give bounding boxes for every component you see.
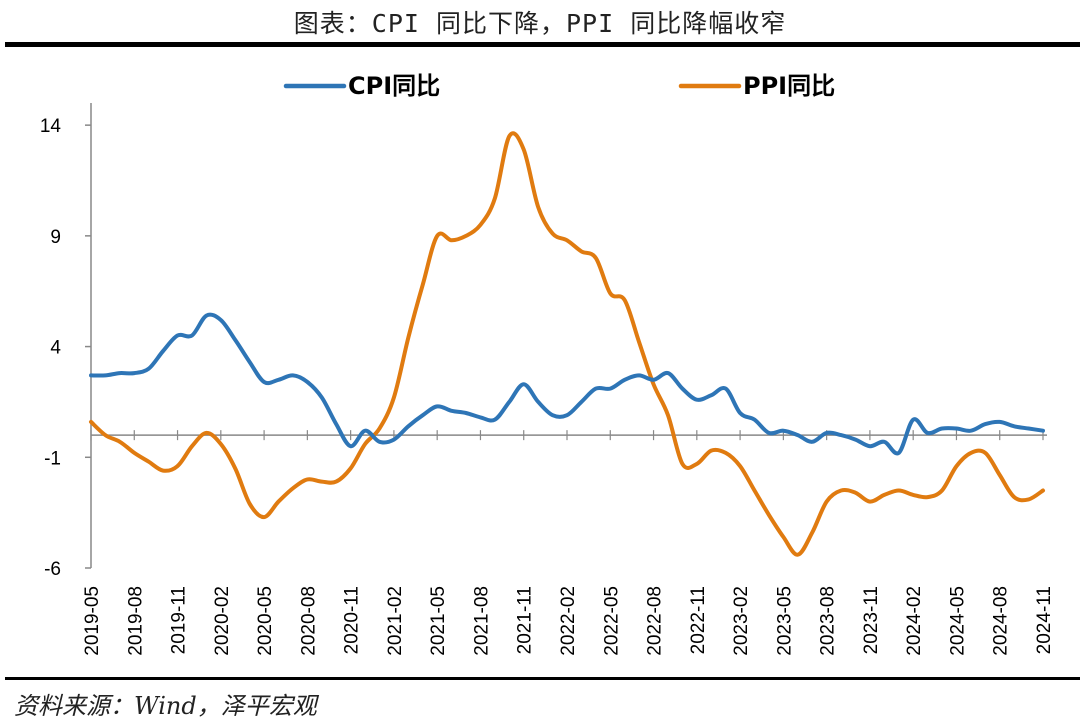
title-rule xyxy=(5,42,1080,47)
x-tick-label: 2020-11 xyxy=(342,586,363,654)
x-tick-label: 2022-05 xyxy=(601,586,622,656)
x-tick-label: 2019-05 xyxy=(82,586,103,656)
x-tick-label: 2020-08 xyxy=(298,586,319,656)
y-tick-label: 9 xyxy=(50,227,61,248)
series-layer xyxy=(89,131,1045,557)
legend-label-ppi: PPI同比 xyxy=(743,72,835,100)
x-tick-label: 2023-05 xyxy=(774,586,795,656)
x-tick-label: 2024-08 xyxy=(991,586,1012,656)
x-tick-label: 2019-08 xyxy=(125,586,146,656)
x-tick-label: 2024-02 xyxy=(904,586,925,656)
x-tick-label: 2022-08 xyxy=(645,586,666,656)
source-rule xyxy=(5,677,1080,680)
x-tick-label: 2024-05 xyxy=(947,586,968,656)
legend-label-cpi: CPI同比 xyxy=(348,72,440,100)
x-tick-label: 2020-02 xyxy=(212,586,233,656)
x-tick-label: 2023-08 xyxy=(818,586,839,656)
chart-title: 图表：CPI 同比下降，PPI 同比降幅收窄 xyxy=(293,9,787,38)
source-note: 资料来源：Wind，泽平宏观 xyxy=(14,692,317,720)
x-tick-label: 2019-11 xyxy=(169,586,190,654)
y-tick-label: -6 xyxy=(44,559,61,580)
x-tick-label: 2022-11 xyxy=(688,586,709,654)
chart-legend: CPI同比 PPI同比 xyxy=(283,72,835,100)
x-tick-label: 2021-02 xyxy=(385,586,406,656)
x-tick-label: 2024-11 xyxy=(1034,586,1055,654)
y-tick-label: 4 xyxy=(50,338,61,359)
x-tick-label: 2020-05 xyxy=(255,586,276,656)
series-line-ppi xyxy=(89,131,1045,557)
chart-axes: -6 -1 4 9 14 2019-05 2019-08 2019-11 2020-02 2020… xyxy=(40,103,1055,656)
x-tick-label: 2021-05 xyxy=(428,586,449,656)
y-tick-label: 14 xyxy=(40,116,62,137)
x-tick-label: 2023-02 xyxy=(731,586,752,656)
y-tick-label: -1 xyxy=(44,448,61,469)
x-tick-label: 2023-11 xyxy=(861,586,882,654)
x-tick-label: 2021-11 xyxy=(515,586,536,654)
x-tick-label: 2021-08 xyxy=(471,586,492,656)
series-line-cpi xyxy=(89,312,1045,456)
x-tick-label: 2022-02 xyxy=(558,586,579,656)
